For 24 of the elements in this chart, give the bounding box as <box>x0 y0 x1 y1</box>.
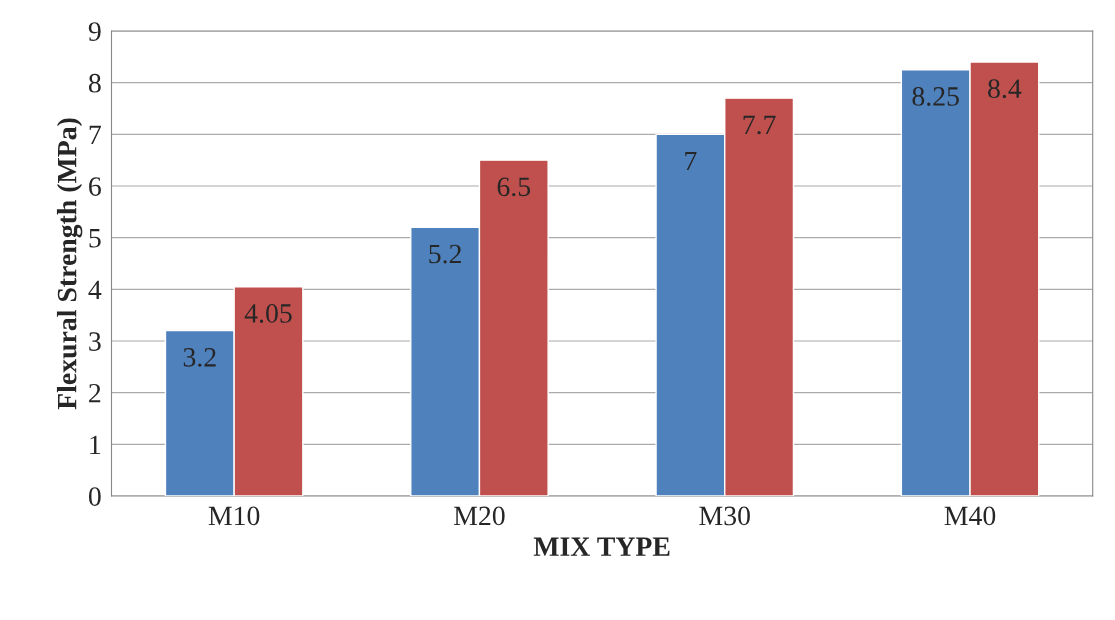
y-axis-title: Flexural Strength (MPa) <box>56 118 83 410</box>
data-label: 7.7 <box>743 115 776 135</box>
x-tick-label: M20 <box>454 506 505 526</box>
data-label: 4.05 <box>244 304 292 323</box>
data-label: 8.4 <box>988 79 1022 99</box>
y-tick-label: 4 <box>88 280 102 299</box>
y-tick-label: 8 <box>88 73 101 93</box>
x-tick-label: M40 <box>944 506 996 526</box>
y-tick-label: 5 <box>89 229 101 248</box>
y-tick-label: 6 <box>89 177 101 196</box>
data-label: 7 <box>685 151 697 171</box>
x-tick-label: M30 <box>699 506 750 526</box>
y-tick-label: 0 <box>88 487 101 506</box>
data-label: 5.2 <box>429 244 461 264</box>
y-tick-label: 9 <box>88 22 101 41</box>
x-tick-label: M10 <box>208 506 260 526</box>
data-label: 8.25 <box>912 87 959 106</box>
x-axis-title: MIX TYPE <box>533 537 670 556</box>
data-label: 6.5 <box>497 177 531 197</box>
y-tick-label: 3 <box>89 332 101 351</box>
data-label: 3.2 <box>183 348 216 367</box>
y-tick-label: 7 <box>89 125 101 144</box>
y-tick-label: 2 <box>89 383 101 403</box>
y-tick-label: 1 <box>90 435 101 454</box>
